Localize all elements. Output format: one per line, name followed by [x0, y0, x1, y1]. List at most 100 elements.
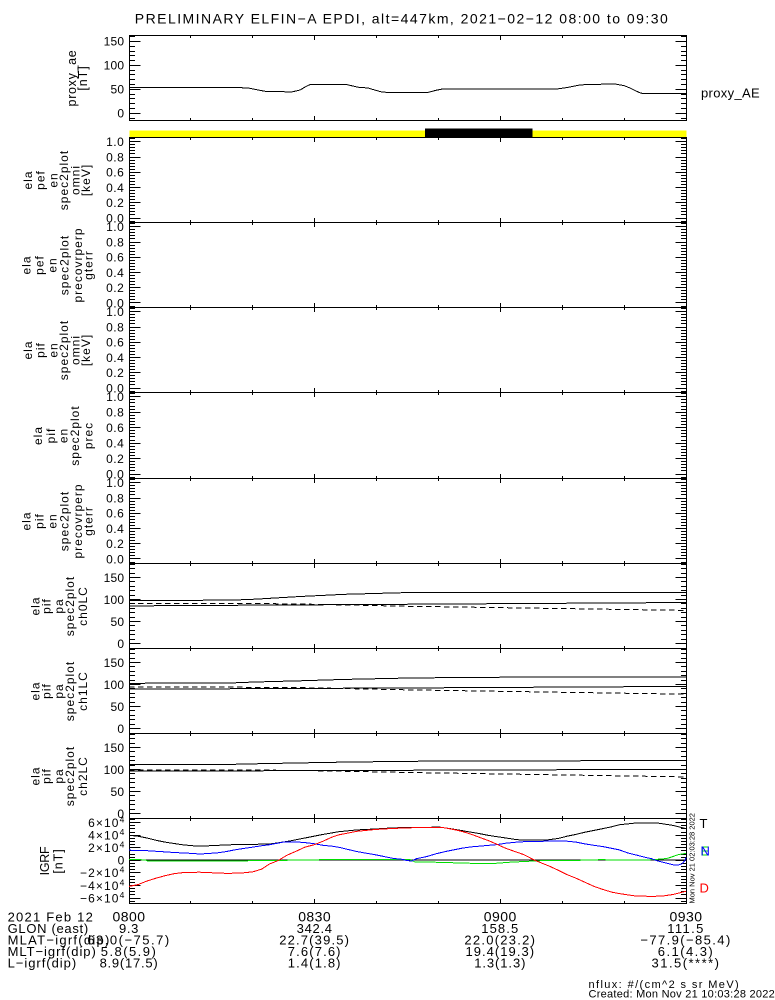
- svg-text:0.4: 0.4: [106, 266, 124, 280]
- svg-text:0.8: 0.8: [106, 406, 124, 420]
- svg-text:nflux: #/(cm^2 s sr MeV): nflux: #/(cm^2 s sr MeV): [589, 979, 741, 991]
- svg-text:en: en: [56, 428, 70, 443]
- svg-text:50: 50: [111, 700, 125, 714]
- svg-text:spec2plot: spec2plot: [63, 746, 77, 806]
- svg-text:0.2: 0.2: [106, 196, 124, 210]
- svg-text:spec2plot: spec2plot: [57, 320, 71, 380]
- svg-text:0.2: 0.2: [106, 366, 124, 380]
- svg-text:22.7(39.5): 22.7(39.5): [279, 933, 350, 948]
- svg-text:GLON (east): GLON (east): [8, 921, 89, 936]
- svg-text:31.5(****): 31.5(****): [652, 956, 721, 971]
- svg-text:ela: ela: [28, 596, 42, 615]
- svg-text:1.0: 1.0: [106, 305, 124, 319]
- svg-text:pef: pef: [32, 255, 46, 275]
- svg-text:en: en: [46, 257, 60, 272]
- svg-text:0.4: 0.4: [106, 522, 124, 536]
- svg-text:ch0LC: ch0LC: [76, 586, 90, 626]
- svg-text:1.0: 1.0: [106, 135, 124, 149]
- svg-text:342.4: 342.4: [297, 921, 333, 936]
- svg-text:8.9(17.5): 8.9(17.5): [100, 956, 159, 971]
- svg-text:omni: omni: [68, 335, 82, 365]
- svg-text:MLAT−igrf(dip): MLAT−igrf(dip): [8, 933, 111, 948]
- svg-text:0.4: 0.4: [106, 351, 124, 365]
- svg-text:19.4(19.3): 19.4(19.3): [466, 944, 536, 959]
- svg-text:0900: 0900: [484, 909, 517, 925]
- svg-text:22.0(23.2): 22.0(23.2): [464, 933, 536, 948]
- svg-text:ela: ela: [28, 766, 42, 785]
- svg-text:0.6: 0.6: [106, 336, 124, 350]
- svg-text:ela: ela: [21, 170, 35, 189]
- svg-text:spec2plot: spec2plot: [63, 661, 77, 721]
- svg-text:spec2plot: spec2plot: [57, 150, 71, 210]
- svg-text:spec2plot: spec2plot: [58, 491, 72, 551]
- svg-text:precovrperp: precovrperp: [71, 483, 85, 558]
- svg-text:ela: ela: [21, 340, 35, 359]
- svg-text:en: en: [46, 513, 60, 528]
- svg-text:0800: 0800: [113, 909, 146, 925]
- svg-text:0.2: 0.2: [106, 537, 124, 551]
- svg-text:pif: pif: [44, 428, 58, 444]
- svg-text:0.8: 0.8: [106, 150, 124, 164]
- svg-text:gterr: gterr: [82, 250, 96, 280]
- svg-text:pef: pef: [34, 170, 48, 190]
- svg-text:150: 150: [104, 656, 125, 670]
- svg-text:Mon Nov 21 02:03:28 2022: Mon Nov 21 02:03:28 2022: [688, 813, 697, 903]
- svg-text:[keV]: [keV]: [79, 164, 93, 196]
- svg-text:proxy_ae: proxy_ae: [65, 50, 79, 107]
- svg-text:0: 0: [117, 722, 124, 736]
- svg-text:ela: ela: [31, 426, 45, 445]
- svg-text:0.4: 0.4: [106, 436, 124, 450]
- svg-text:L−igrf(dip): L−igrf(dip): [8, 956, 78, 971]
- svg-text:0830: 0830: [298, 909, 331, 925]
- svg-text:0.4: 0.4: [106, 181, 124, 195]
- svg-text:0.8: 0.8: [106, 491, 124, 505]
- svg-text:0930: 0930: [670, 909, 703, 925]
- svg-text:T: T: [700, 816, 708, 831]
- svg-text:0.2: 0.2: [106, 452, 124, 466]
- svg-text:1.0: 1.0: [106, 390, 124, 404]
- svg-text:[nT]: [nT]: [52, 848, 66, 873]
- svg-text:50: 50: [111, 615, 125, 629]
- svg-text:0.6: 0.6: [106, 166, 124, 180]
- svg-text:pif: pif: [40, 683, 54, 699]
- svg-text:63.0(−75.7): 63.0(−75.7): [87, 933, 170, 948]
- svg-text:0.0: 0.0: [106, 211, 124, 225]
- svg-text:0.0: 0.0: [106, 381, 124, 395]
- svg-text:0: 0: [117, 637, 124, 651]
- svg-text:ela: ela: [19, 255, 33, 274]
- svg-text:100: 100: [104, 678, 125, 692]
- svg-text:pif: pif: [34, 342, 48, 358]
- svg-text:−4×104: −4×104: [80, 877, 125, 893]
- svg-text:en: en: [47, 172, 61, 187]
- svg-text:1.4(1.8): 1.4(1.8): [288, 956, 342, 971]
- svg-text:pif: pif: [40, 598, 54, 614]
- svg-text:pa: pa: [52, 768, 66, 783]
- svg-text:5.8(5.9): 5.8(5.9): [101, 944, 157, 959]
- svg-text:omni: omni: [68, 165, 82, 195]
- svg-text:0.6: 0.6: [106, 421, 124, 435]
- svg-text:IGRF: IGRF: [38, 846, 52, 875]
- svg-text:150: 150: [104, 741, 125, 755]
- svg-text:1.0: 1.0: [106, 220, 124, 234]
- svg-text:100: 100: [104, 763, 125, 777]
- svg-text:150: 150: [104, 571, 125, 585]
- svg-text:150: 150: [104, 35, 125, 49]
- svg-text:pa: pa: [52, 683, 66, 698]
- svg-text:−77.9(−85.4): −77.9(−85.4): [640, 933, 731, 948]
- svg-text:0.0: 0.0: [106, 467, 124, 481]
- svg-text:Created: Mon Nov 21 10:03:28 2: Created: Mon Nov 21 10:03:28 2022: [589, 989, 775, 1000]
- svg-text:ch1LC: ch1LC: [76, 671, 90, 711]
- svg-text:ela: ela: [28, 681, 42, 700]
- svg-text:[keV]: [keV]: [79, 334, 93, 366]
- svg-text:111.5: 111.5: [667, 921, 705, 936]
- svg-text:pa: pa: [52, 598, 66, 613]
- svg-text:9.3: 9.3: [119, 921, 139, 936]
- svg-text:2×104: 2×104: [88, 840, 124, 856]
- svg-text:E: E: [701, 844, 710, 859]
- svg-text:0: 0: [118, 854, 125, 868]
- svg-text:0.0: 0.0: [106, 296, 124, 310]
- svg-text:100: 100: [104, 59, 125, 73]
- svg-text:1.0: 1.0: [106, 476, 124, 490]
- svg-text:ela: ela: [19, 511, 33, 530]
- svg-text:0: 0: [117, 107, 124, 121]
